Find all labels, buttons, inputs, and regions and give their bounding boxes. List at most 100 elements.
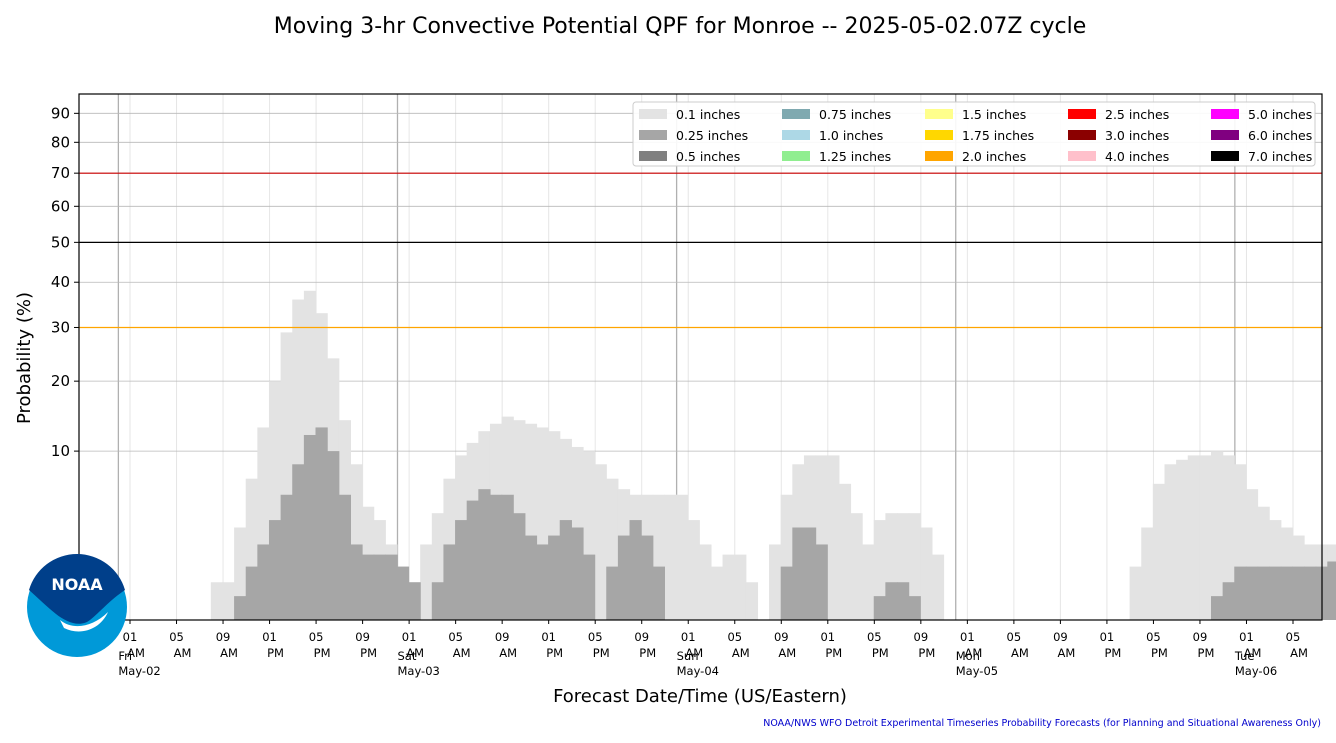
legend-swatch xyxy=(1068,109,1096,119)
legend-label: 0.1 inches xyxy=(676,107,740,122)
legend-swatch xyxy=(782,130,810,140)
noaa-logo: NOAA xyxy=(27,554,127,657)
x-tick-date: May-02 xyxy=(118,664,160,678)
x-tick-hour: 05 xyxy=(309,630,324,644)
bar xyxy=(652,566,665,620)
x-tick-ampm: PM xyxy=(360,646,377,660)
bar xyxy=(1141,527,1154,620)
legend-label: 1.5 inches xyxy=(962,107,1026,122)
x-tick-ampm: PM xyxy=(1198,646,1215,660)
x-tick-ampm: AM xyxy=(406,646,424,660)
bar xyxy=(396,566,410,620)
legend-label: 2.5 inches xyxy=(1105,107,1169,122)
y-axis-ticks: 10 20 30 40 50 60 70 80 90 xyxy=(51,104,79,460)
bar xyxy=(420,544,433,620)
x-tick-ampm: AM xyxy=(685,646,703,660)
legend-label: 2.0 inches xyxy=(962,149,1026,164)
bar xyxy=(908,513,921,620)
bar xyxy=(1211,596,1224,620)
legend-swatch xyxy=(639,130,667,140)
bar xyxy=(478,489,491,620)
x-tick-hour: 01 xyxy=(541,630,556,644)
bar xyxy=(1304,566,1317,620)
bar xyxy=(1129,566,1142,620)
bar xyxy=(489,494,503,620)
bar xyxy=(1292,566,1305,620)
legend-label: 5.0 inches xyxy=(1248,107,1312,122)
legend-label: 1.75 inches xyxy=(962,128,1034,143)
x-tick-ampm: AM xyxy=(174,646,192,660)
y-tick-label: 50 xyxy=(51,233,70,251)
bar xyxy=(559,520,572,620)
bar xyxy=(722,554,735,620)
x-tick-hour: 01 xyxy=(960,630,975,644)
legend-label: 1.0 inches xyxy=(819,128,883,143)
reference-lines xyxy=(78,93,1323,621)
y-tick-label: 20 xyxy=(51,372,70,390)
x-tick-ampm: AM xyxy=(1011,646,1029,660)
bar xyxy=(292,464,305,620)
x-tick-day: Mon xyxy=(956,649,980,663)
legend-swatch xyxy=(1211,130,1239,140)
bar xyxy=(373,554,386,620)
bar xyxy=(234,596,247,620)
x-tick-hour: 09 xyxy=(1193,630,1208,644)
bar xyxy=(803,527,817,620)
y-tick-label: 70 xyxy=(51,164,70,182)
bar xyxy=(606,566,619,620)
bar xyxy=(931,554,945,620)
bar xyxy=(734,554,747,620)
x-tick-hour: 09 xyxy=(1053,630,1068,644)
legend-label: 1.25 inches xyxy=(819,149,891,164)
x-tick-day: Fri xyxy=(118,649,132,663)
x-tick-hour: 01 xyxy=(262,630,277,644)
bar xyxy=(885,582,898,620)
bar xyxy=(513,513,526,620)
x-tick-ampm: AM xyxy=(1244,646,1262,660)
x-tick-hour: 05 xyxy=(1007,630,1022,644)
x-axis-ticks: 01AMFriMay-0205AM09AM01PM05PM09PM01AMSat… xyxy=(118,620,1308,678)
x-tick-hour: 01 xyxy=(1100,630,1115,644)
bar xyxy=(838,483,852,620)
legend-label: 7.0 inches xyxy=(1248,149,1312,164)
bar xyxy=(257,544,270,620)
x-tick-date: May-05 xyxy=(956,664,998,678)
bar xyxy=(687,520,700,620)
x-tick-hour: 05 xyxy=(169,630,184,644)
bar xyxy=(699,544,712,620)
bar xyxy=(524,535,538,620)
bar xyxy=(548,535,561,620)
bar xyxy=(1280,566,1294,620)
bar xyxy=(350,544,363,620)
bar xyxy=(862,544,875,620)
x-tick-ampm: AM xyxy=(1290,646,1308,660)
bar xyxy=(1176,459,1189,620)
x-tick-hour: 01 xyxy=(1239,630,1254,644)
legend-swatch xyxy=(639,151,667,161)
legend-swatch xyxy=(1211,109,1239,119)
x-tick-ampm: AM xyxy=(964,646,982,660)
bar xyxy=(245,566,258,620)
x-tick-date: May-04 xyxy=(677,664,719,678)
bar xyxy=(1234,566,1247,620)
x-tick-hour: 09 xyxy=(355,630,370,644)
bar xyxy=(710,566,724,620)
bar xyxy=(466,500,479,620)
noaa-logo-text: NOAA xyxy=(51,575,103,594)
x-tick-day: Sat xyxy=(397,649,416,663)
x-tick-hour: 09 xyxy=(634,630,649,644)
x-tick-hour: 01 xyxy=(123,630,138,644)
y-axis-label: Probability (%) xyxy=(14,292,35,424)
x-tick-hour: 09 xyxy=(774,630,789,644)
x-tick-ampm: AM xyxy=(732,646,750,660)
x-tick-ampm: PM xyxy=(1151,646,1168,660)
legend-label: 3.0 inches xyxy=(1105,128,1169,143)
x-tick-date: May-06 xyxy=(1235,664,1277,678)
x-tick-ampm: AM xyxy=(127,646,145,660)
bar xyxy=(897,582,910,620)
bar xyxy=(501,494,514,620)
x-tick-hour: 05 xyxy=(1146,630,1161,644)
bar xyxy=(1327,561,1336,620)
bar xyxy=(222,582,235,620)
bar xyxy=(1152,483,1166,620)
